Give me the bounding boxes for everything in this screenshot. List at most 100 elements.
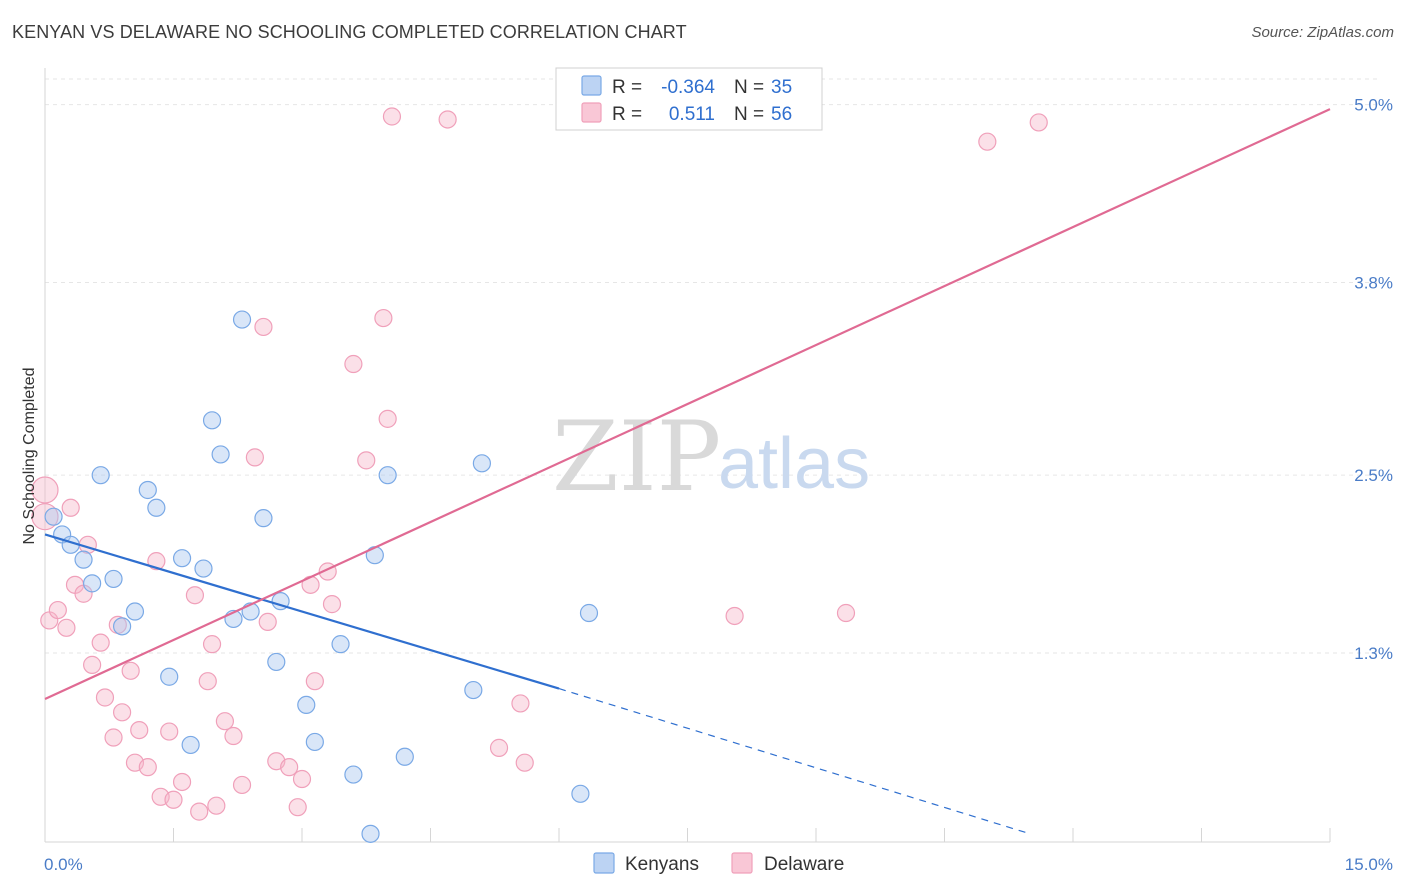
kenyans-trend-line xyxy=(44,533,560,690)
kenyans-point xyxy=(464,680,483,700)
kenyans-point xyxy=(361,824,380,843)
delaware-point xyxy=(322,595,342,614)
delaware-point xyxy=(202,635,222,654)
delaware-point xyxy=(185,586,205,605)
delaware-point xyxy=(357,451,376,470)
series-legend-label-kenyans: Kenyans xyxy=(625,854,699,875)
trend-lines xyxy=(44,108,1331,835)
legend-n-label: N = xyxy=(734,77,764,98)
delaware-point xyxy=(382,107,402,126)
delaware-point xyxy=(374,308,393,328)
kenyans-point xyxy=(172,549,192,568)
legend-n-label: N = xyxy=(734,104,764,125)
kenyans-point xyxy=(160,667,179,686)
series-legend-swatch-kenyans xyxy=(593,852,615,874)
kenyans-point xyxy=(297,695,316,715)
kenyans-point xyxy=(74,550,93,569)
kenyans-point xyxy=(83,574,102,593)
delaware-point xyxy=(160,722,179,741)
delaware-trend-line xyxy=(44,108,1331,700)
chart-title: KENYAN VS DELAWARE NO SCHOOLING COMPLETE… xyxy=(12,22,687,42)
delaware-point xyxy=(254,317,273,337)
kenyans-point xyxy=(571,784,590,803)
delaware-point xyxy=(112,703,132,722)
watermark-zip: ZIP xyxy=(552,401,721,513)
legend-swatch-delaware xyxy=(581,102,602,123)
delaware-point xyxy=(57,618,76,637)
kenyans-point xyxy=(344,765,363,784)
delaware-point xyxy=(232,775,252,795)
kenyans-point xyxy=(378,466,397,485)
delaware-point xyxy=(224,726,243,746)
x-tick-labels: 0.0% 15.0% xyxy=(44,855,1393,874)
delaware-point xyxy=(147,552,166,571)
legend-swatch-kenyans xyxy=(581,75,602,96)
kenyans-point xyxy=(112,617,132,636)
delaware-point xyxy=(95,688,115,707)
y-tick-labels: 1.3% 2.5% 3.8% 5.0% xyxy=(1354,96,1393,663)
kenyans-point xyxy=(125,602,145,621)
delaware-point xyxy=(258,612,277,632)
kenyans-trend-extension xyxy=(558,688,1031,835)
grid-lines xyxy=(45,78,1380,654)
legend-r-value-delaware: 0.511 xyxy=(669,104,715,125)
delaware-point xyxy=(215,712,234,731)
source-label: Source: ZipAtlas.com xyxy=(1251,24,1394,41)
kenyans-point xyxy=(138,480,157,500)
kenyans-point xyxy=(147,498,166,517)
delaware-point xyxy=(31,476,59,504)
delaware-point xyxy=(305,672,324,691)
y-tick-label: 3.8% xyxy=(1354,273,1393,292)
delaware-point xyxy=(138,758,157,777)
watermark: ZIP atlas xyxy=(552,401,870,513)
legend-n-value-kenyans: 35 xyxy=(771,77,792,98)
y-tick-label: 1.3% xyxy=(1354,644,1393,663)
y-tick-label: 2.5% xyxy=(1354,466,1393,485)
series-legend-label-delaware: Delaware xyxy=(764,854,844,875)
kenyans-point xyxy=(44,507,63,526)
delaware-point xyxy=(121,661,140,680)
delaware-point xyxy=(245,448,264,467)
delaware-point xyxy=(836,603,856,623)
data-points xyxy=(31,107,1048,843)
y-tick-label: 5.0% xyxy=(1354,96,1393,115)
legend-r-label: R = xyxy=(612,77,642,98)
kenyans-point xyxy=(305,732,324,752)
delaware-point xyxy=(48,600,67,620)
delaware-point xyxy=(130,720,149,740)
delaware-point xyxy=(288,798,307,817)
watermark-atlas: atlas xyxy=(718,424,870,504)
delaware-point xyxy=(378,409,397,428)
delaware-point xyxy=(172,772,192,792)
kenyans-point xyxy=(331,635,350,654)
delaware-point xyxy=(515,753,534,772)
kenyans-point xyxy=(181,735,200,755)
delaware-point xyxy=(207,796,226,815)
x-tick-label: 15.0% xyxy=(1345,855,1393,874)
delaware-point xyxy=(164,790,183,809)
kenyans-point xyxy=(267,652,286,672)
legend-r-label: R = xyxy=(612,104,642,125)
kenyans-point xyxy=(232,310,252,329)
delaware-point xyxy=(292,769,312,789)
delaware-point xyxy=(280,758,299,777)
kenyans-point xyxy=(194,559,213,578)
kenyans-point xyxy=(579,603,599,623)
legend-n-value-delaware: 56 xyxy=(771,104,792,125)
delaware-point xyxy=(198,672,217,691)
delaware-point xyxy=(438,110,457,129)
delaware-point xyxy=(104,728,123,747)
delaware-point xyxy=(1029,113,1048,132)
kenyans-point xyxy=(202,411,222,430)
kenyans-point xyxy=(472,454,491,473)
stats-legend: R = -0.364 N = 35 R = 0.511 N = 56 xyxy=(555,67,823,131)
delaware-point xyxy=(511,694,530,713)
legend-r-value-kenyans: -0.364 xyxy=(661,77,715,98)
delaware-point xyxy=(344,354,363,374)
delaware-point xyxy=(978,132,997,151)
kenyans-point xyxy=(211,445,230,464)
delaware-point xyxy=(725,606,744,626)
axes xyxy=(44,68,1331,843)
x-tick-label: 0.0% xyxy=(44,855,83,874)
kenyans-point xyxy=(395,747,414,766)
